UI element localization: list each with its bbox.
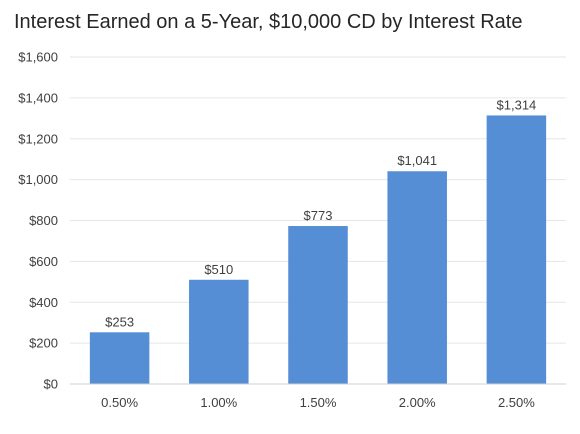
data-label: $1,041: [397, 153, 437, 168]
y-tick-label: $1,400: [18, 90, 58, 105]
x-tick-label: 2.00%: [399, 395, 436, 410]
x-axis-tick-labels: 0.50% 1.00% 1.50% 2.00% 2.50%: [101, 395, 535, 410]
data-label: $773: [304, 208, 333, 223]
bars: [90, 115, 546, 384]
data-label: $1,314: [497, 97, 537, 112]
y-axis-tick-labels: $0 $200 $400 $600 $800 $1,000 $1,200 $1,400 $1,6…: [18, 50, 58, 392]
bar: [90, 332, 150, 384]
bar: [487, 115, 547, 384]
bar: [189, 280, 249, 384]
y-tick-label: $1,600: [18, 50, 58, 65]
data-label: $253: [105, 314, 134, 329]
data-label: $510: [204, 262, 233, 277]
x-tick-label: 0.50%: [101, 395, 138, 410]
bar: [288, 226, 348, 384]
y-tick-label: $0: [44, 377, 58, 392]
y-tick-label: $1,000: [18, 172, 58, 187]
y-tick-label: $600: [29, 254, 58, 269]
x-tick-label: 1.50%: [300, 395, 337, 410]
y-tick-label: $800: [29, 213, 58, 228]
y-tick-label: $1,200: [18, 131, 58, 146]
x-tick-label: 1.00%: [200, 395, 237, 410]
x-tick-label: 2.50%: [498, 395, 535, 410]
y-tick-label: $200: [29, 336, 58, 351]
bar: [387, 171, 447, 384]
y-tick-label: $400: [29, 295, 58, 310]
